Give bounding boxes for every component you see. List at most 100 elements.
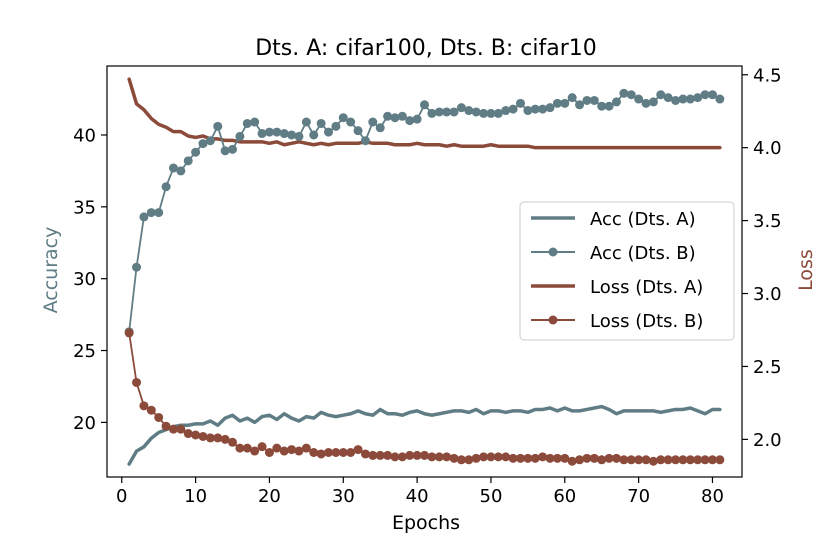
data-point-acc-dts-b [198,139,208,149]
axes-layer: 0 10 20 30 40 50 60 70 80 20 25 30 35 40 2.0 2.5 3.0 3.5 4… [73,65,782,507]
x-tick-label: 30 [332,486,355,507]
data-point-acc-dts-b [368,117,378,127]
data-point-acc-dts-b [634,94,644,104]
data-point-loss-dts-b [648,456,658,466]
data-point-acc-dts-b [375,123,385,133]
legend-label-loss-a: Loss (Dts. A) [590,277,703,298]
data-point-acc-dts-b [405,116,415,126]
data-point-loss-dts-b [338,448,348,457]
data-point-acc-dts-b [464,106,474,116]
data-point-acc-dts-b [183,156,193,166]
data-point-acc-dts-b [626,90,636,100]
data-point-loss-dts-b [353,445,363,455]
data-point-acc-dts-b [257,129,267,139]
data-point-acc-dts-b [420,100,429,110]
y-axis-label: Accuracy [40,227,62,314]
data-point-loss-dts-b [567,456,577,466]
data-point-loss-dts-b [301,443,311,453]
data-point-acc-dts-b [242,118,252,128]
data-point-acc-dts-b [264,127,274,137]
data-point-acc-dts-b [176,166,186,176]
x-tick-label: 20 [258,486,281,507]
data-point-acc-dts-b [589,95,599,105]
data-point-acc-dts-b [383,111,393,121]
y-tick-label: 35 [73,197,96,218]
data-point-acc-dts-b [619,88,629,98]
data-point-loss-dts-b [264,448,274,457]
data-point-acc-dts-b [139,212,149,222]
data-point-acc-dts-b [582,95,592,105]
data-point-acc-dts-b [604,101,614,111]
x-axis-label: Epochs [392,512,460,534]
data-point-acc-dts-b [353,126,363,136]
series-line-acc-dts-a [127,404,722,466]
data-point-acc-dts-b [471,107,481,117]
data-point-loss-dts-b [412,450,422,460]
data-point-loss-dts-b [523,453,533,463]
data-point-loss-dts-b [405,450,415,460]
data-point-acc-dts-b [316,118,326,128]
data-point-acc-dts-b [449,107,459,117]
data-point-loss-dts-b [198,431,208,441]
data-point-acc-dts-b [324,127,334,137]
y2-tick-label: 4.0 [753,138,782,159]
data-point-acc-dts-b [205,136,215,146]
data-point-loss-dts-b [604,453,614,463]
data-point-acc-dts-b [671,95,681,105]
data-point-loss-dts-b [316,449,326,459]
data-point-loss-dts-b [663,455,673,465]
x-tick-label: 70 [627,486,650,507]
data-point-acc-dts-b [427,108,437,118]
data-point-loss-dts-b [154,412,164,422]
x-tick-label: 0 [116,486,127,507]
data-point-loss-dts-b [397,452,407,462]
y-tick-label: 40 [73,125,96,146]
data-point-loss-dts-b [420,450,429,460]
data-point-acc-dts-b [545,103,555,113]
y2-tick-label: 2.5 [753,357,782,378]
data-point-acc-dts-b [611,97,621,107]
data-point-loss-dts-b [552,453,562,463]
data-point-acc-dts-b [648,97,658,107]
data-point-acc-dts-b [132,262,142,272]
data-point-acc-dts-b [301,117,311,127]
data-point-loss-dts-b [700,455,710,465]
x-tick-label: 10 [184,486,207,507]
legend-label-acc-a: Acc (Dts. A) [590,209,696,230]
data-point-acc-dts-b [168,163,178,173]
x-tick-label: 60 [553,486,576,507]
data-point-loss-dts-b [161,421,171,431]
data-point-loss-dts-b [139,401,149,411]
data-point-loss-dts-b [575,455,585,465]
data-point-acc-dts-b [656,90,666,100]
data-point-acc-dts-b [346,117,356,127]
data-point-acc-dts-b [294,131,304,141]
data-point-loss-dts-b [132,377,142,387]
y-tick-label: 25 [73,341,96,362]
data-point-acc-dts-b [397,111,407,121]
data-point-acc-dts-b [530,104,540,114]
data-point-loss-dts-b [220,434,230,444]
y2-tick-label: 4.5 [753,65,782,86]
data-point-loss-dts-b [582,453,592,463]
data-point-acc-dts-b [479,108,489,118]
data-point-acc-dts-b [575,100,585,110]
data-point-acc-dts-b [685,94,695,104]
data-point-loss-dts-b [360,449,370,459]
data-point-acc-dts-b [560,98,570,108]
data-point-loss-dts-b [671,455,681,465]
data-point-loss-dts-b [183,429,193,439]
legend-label-loss-b: Loss (Dts. B) [590,311,703,332]
data-point-loss-dts-b [530,453,540,463]
plot-frame [106,65,743,478]
legend-marker-loss-b [548,315,558,325]
data-point-acc-dts-b [567,93,577,103]
data-point-acc-dts-b [191,147,201,157]
data-point-loss-dts-b [257,442,267,452]
data-point-acc-dts-b [707,90,717,100]
data-point-acc-dts-b [338,113,348,123]
data-point-loss-dts-b [228,437,238,447]
data-point-acc-dts-b [523,106,533,116]
data-point-loss-dts-b [471,453,481,463]
